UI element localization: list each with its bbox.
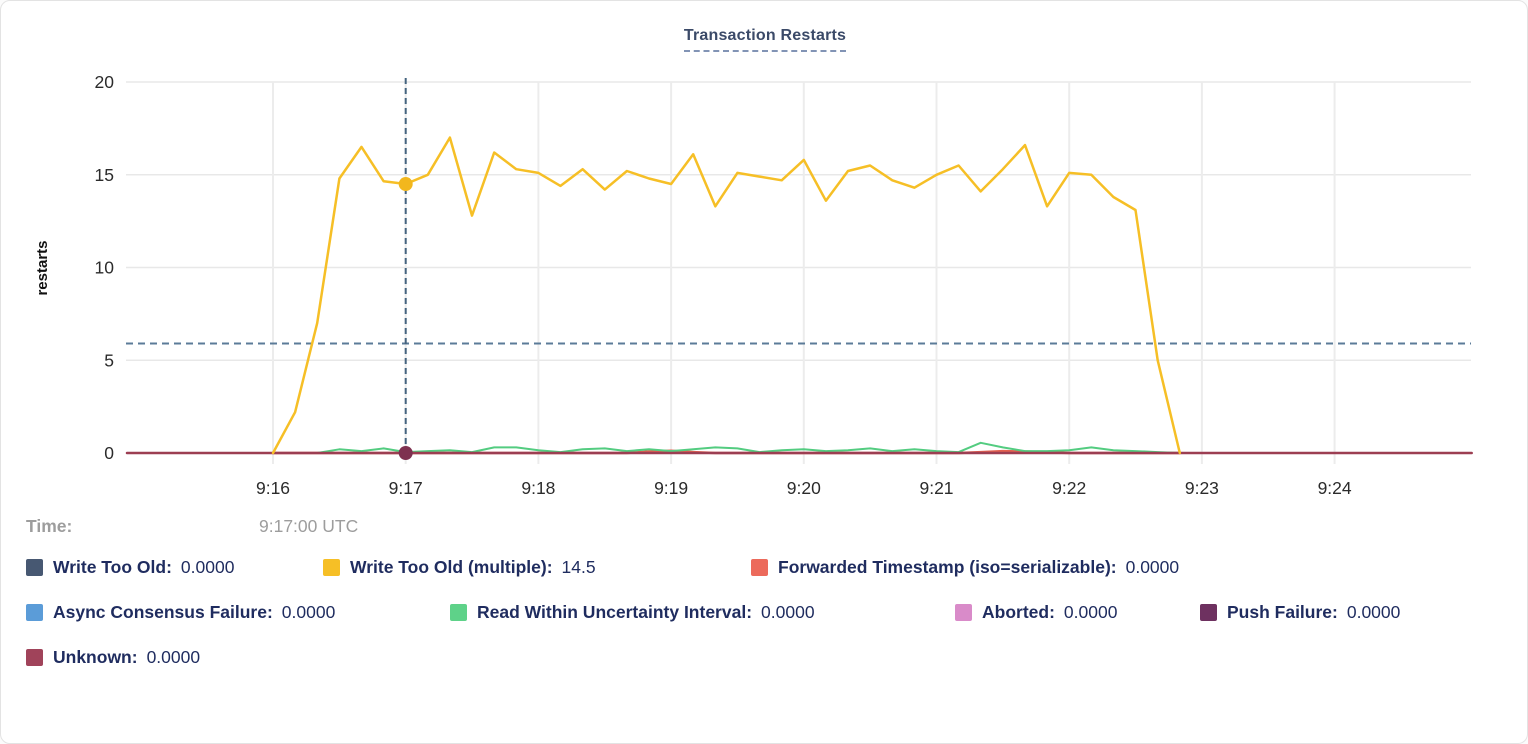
hover-point-dot xyxy=(398,177,413,192)
legend-swatch-icon xyxy=(26,604,43,621)
chart-area[interactable]: Transaction Restarts 0 5 10 15 20 9:16 9:17 9:1… xyxy=(1,1,1528,506)
x-tick-label: 9:23 xyxy=(1185,478,1219,498)
legend-swatch-icon xyxy=(1200,604,1217,621)
legend-label: Push Failure: xyxy=(1227,602,1338,622)
x-tick-label: 9:22 xyxy=(1052,478,1086,498)
x-tick-label: 9:16 xyxy=(256,478,290,498)
x-tick-label: 9:19 xyxy=(654,478,688,498)
legend-value: 0.0000 xyxy=(761,602,815,622)
x-tick-label: 9:20 xyxy=(787,478,821,498)
y-axis-label: restarts xyxy=(34,240,51,295)
series-line xyxy=(271,136,1182,455)
hover-readout-label: Time: xyxy=(26,516,73,536)
legend-label: Aborted: xyxy=(982,602,1055,622)
legend-label: Write Too Old: xyxy=(53,557,172,577)
y-tick-label: 15 xyxy=(95,165,114,185)
legend-label: Read Within Uncertainty Interval: xyxy=(477,602,753,622)
legend-value: 0.0000 xyxy=(146,647,201,667)
legend-swatch-icon xyxy=(26,649,43,666)
hover-readout: Time: 9:17:00 UTC xyxy=(1,516,1527,537)
legend-swatch-icon xyxy=(955,604,972,621)
legend-label: Unknown: xyxy=(53,647,138,667)
legend-item: Aborted: 0.0000 xyxy=(955,602,1200,623)
legend-swatch-icon xyxy=(323,559,340,576)
x-tick-label: 9:24 xyxy=(1318,478,1352,498)
y-tick-label: 20 xyxy=(95,72,115,92)
legend: Write Too Old: 0.0000 Write Too Old (multi… xyxy=(1,557,1527,668)
hover-readout-value: 9:17:00 UTC xyxy=(259,516,359,536)
legend-swatch-icon xyxy=(26,559,43,576)
legend-item: Async Consensus Failure: 0.0000 xyxy=(26,602,450,623)
legend-item: Read Within Uncertainty Interval: 0.0000 xyxy=(450,602,955,623)
legend-label: Async Consensus Failure: xyxy=(53,602,273,622)
chart-title-wrap: Transaction Restarts xyxy=(1,27,1527,52)
legend-row: Write Too Old: 0.0000 Write Too Old (multi… xyxy=(26,557,1527,578)
y-tick-label: 10 xyxy=(95,258,115,278)
x-tick-label: 9:17 xyxy=(389,478,423,498)
legend-value: 0.0000 xyxy=(1063,602,1118,622)
hover-point-dot xyxy=(398,446,413,460)
legend-row: Async Consensus Failure: 0.0000 Read Withi… xyxy=(26,602,1527,623)
legend-value: 0.0000 xyxy=(1346,602,1401,622)
legend-value: 14.5 xyxy=(561,557,596,577)
legend-label: Write Too Old (multiple): xyxy=(350,557,553,577)
legend-value: 0.0000 xyxy=(281,602,336,622)
legend-item: Write Too Old: 0.0000 xyxy=(26,557,323,578)
legend-swatch-icon xyxy=(751,559,768,576)
chart-plot[interactable]: 0 5 10 15 20 9:16 9:17 9:18 9:19 9:20 9:21 9:22 9:23… xyxy=(1,1,1528,506)
y-tick-label: 5 xyxy=(104,350,114,370)
legend-value: 0.0000 xyxy=(1125,557,1180,577)
legend-item: Unknown: 0.0000 xyxy=(26,647,200,668)
series-line xyxy=(316,441,1181,454)
legend-item: Push Failure: 0.0000 xyxy=(1200,602,1400,623)
y-tick-label: 0 xyxy=(104,443,114,463)
x-tick-label: 9:21 xyxy=(919,478,953,498)
legend-row: Unknown: 0.0000 xyxy=(26,647,1527,668)
chart-title[interactable]: Transaction Restarts xyxy=(683,27,847,52)
legend-item: Write Too Old (multiple): 14.5 xyxy=(323,557,751,578)
x-tick-label: 9:18 xyxy=(521,478,555,498)
legend-label: Forwarded Timestamp (iso=serializable): xyxy=(778,557,1117,577)
legend-item: Forwarded Timestamp (iso=serializable): 0… xyxy=(751,557,1179,578)
legend-swatch-icon xyxy=(450,604,467,621)
legend-value: 0.0000 xyxy=(180,557,235,577)
